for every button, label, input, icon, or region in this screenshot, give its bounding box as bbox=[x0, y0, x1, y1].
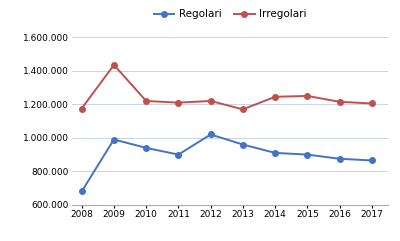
Regolari bbox=[370, 159, 374, 162]
Irregolari bbox=[240, 108, 245, 111]
Regolari bbox=[337, 157, 342, 160]
Regolari bbox=[144, 147, 148, 149]
Irregolari bbox=[112, 63, 116, 66]
Irregolari bbox=[79, 107, 84, 110]
Line: Regolari: Regolari bbox=[79, 132, 375, 194]
Irregolari bbox=[273, 95, 278, 98]
Regolari bbox=[305, 153, 310, 156]
Irregolari bbox=[144, 100, 148, 102]
Irregolari bbox=[208, 100, 213, 102]
Regolari bbox=[112, 138, 116, 141]
Legend: Regolari, Irregolari: Regolari, Irregolari bbox=[154, 9, 306, 20]
Irregolari bbox=[370, 102, 374, 105]
Irregolari bbox=[337, 100, 342, 103]
Irregolari bbox=[305, 94, 310, 97]
Regolari bbox=[240, 143, 245, 146]
Irregolari bbox=[176, 101, 181, 104]
Line: Irregolari: Irregolari bbox=[79, 62, 375, 112]
Regolari bbox=[208, 133, 213, 136]
Regolari bbox=[176, 153, 181, 156]
Regolari bbox=[79, 190, 84, 193]
Regolari bbox=[273, 151, 278, 154]
